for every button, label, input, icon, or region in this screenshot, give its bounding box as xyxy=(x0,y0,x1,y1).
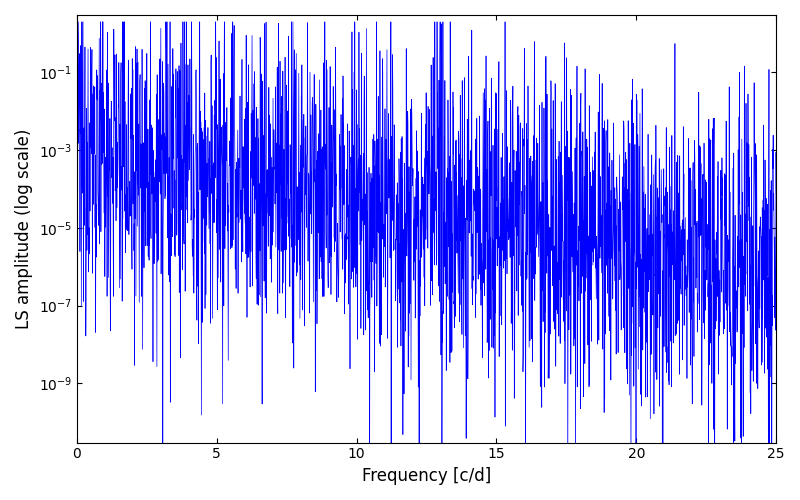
X-axis label: Frequency [c/d]: Frequency [c/d] xyxy=(362,467,491,485)
Y-axis label: LS amplitude (log scale): LS amplitude (log scale) xyxy=(15,128,33,329)
